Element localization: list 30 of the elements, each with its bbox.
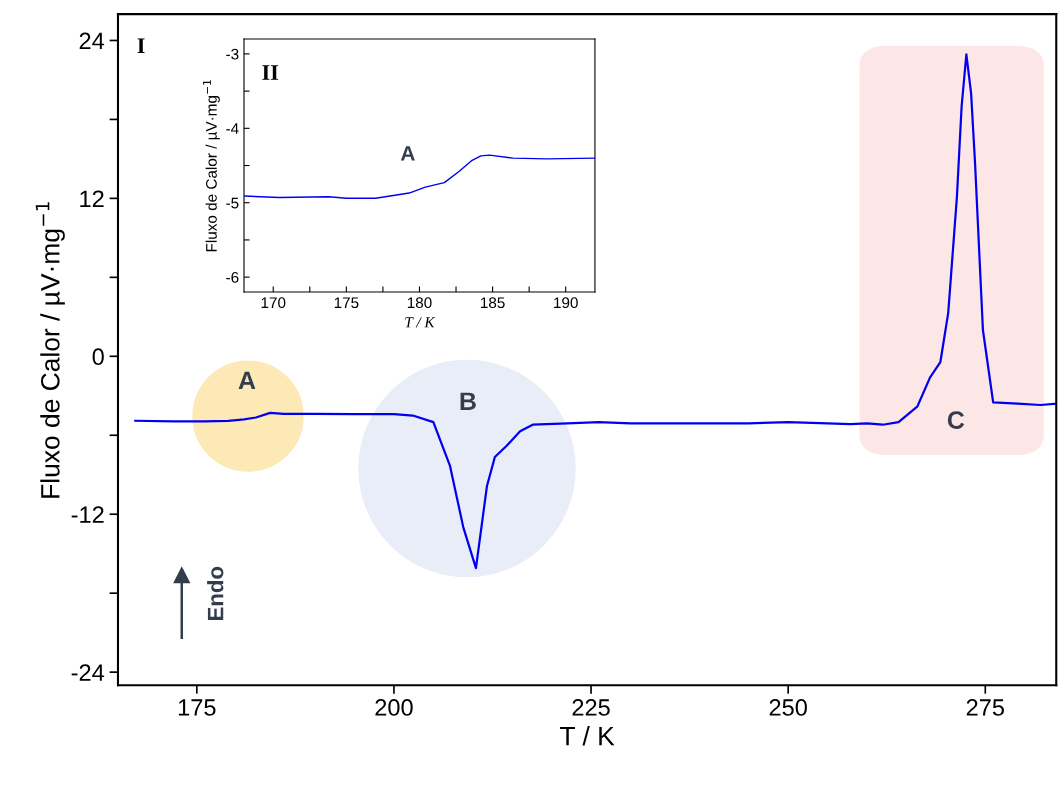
x-tick-label: 275 [966,699,1004,716]
y-tick-label: -24 [71,664,105,681]
x-tick-label: 175 [334,297,359,309]
annotation: II [262,65,279,80]
annotation: B [460,392,476,410]
x-tick-label: 225 [572,699,610,716]
y-axis-title: Fluxo de Calor / µV·mg$^{−1}$ [203,80,220,252]
x-tick-label: 200 [375,699,413,716]
annotation: C [947,411,965,429]
y-tick-label: -3 [226,48,239,60]
x-tick-label: 175 [178,699,216,716]
x-tick-label: 185 [481,297,505,309]
y-tick-label: 24 [79,32,105,50]
annotation: Endo [207,566,224,621]
x-tick-label: 170 [261,297,286,309]
x-axis-title: T / K [560,726,615,746]
annotation: A [238,371,256,390]
y-tick-label: -4 [226,123,239,134]
y-tick-label: 0 [92,348,104,366]
y-axis-title: Fluxo de Calor / µV·mg$^{−1}$ [35,202,65,498]
y-tick-label: -6 [226,272,239,283]
x-axis-title: T / K [405,317,436,328]
annotation: I [137,38,145,54]
y-tick-label: -5 [226,197,239,209]
x-tick-label: 180 [407,297,432,309]
x-tick-label: 190 [554,297,578,309]
y-tick-label: 12 [80,190,104,207]
y-tick-label: -12 [71,506,104,523]
annotation: A [400,146,415,161]
x-tick-label: 250 [769,699,807,716]
